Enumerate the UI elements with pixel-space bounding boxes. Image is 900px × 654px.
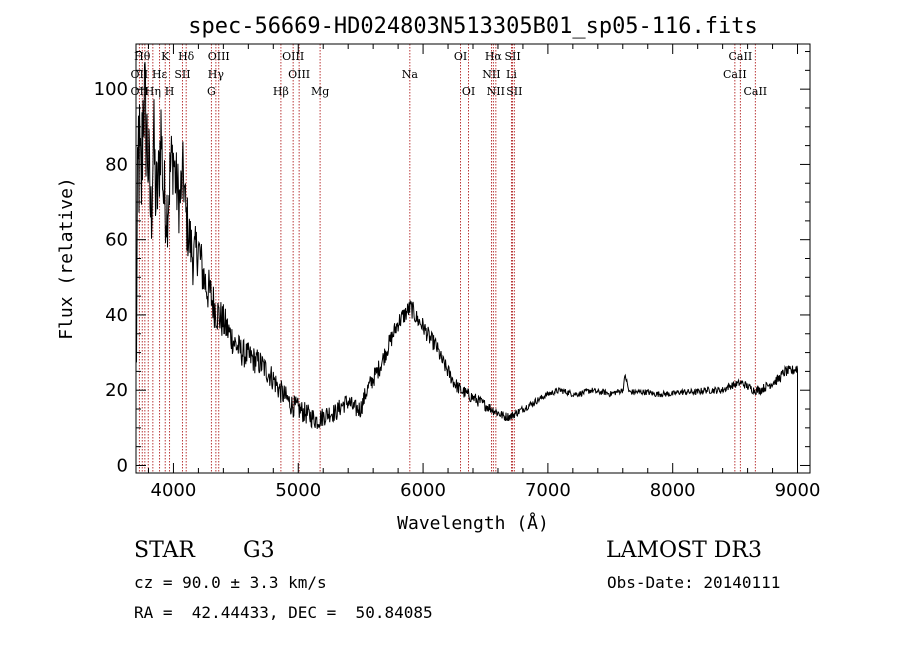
- line-label-3-3: G: [207, 85, 216, 98]
- x-tick-label-1: 5000: [275, 480, 321, 501]
- line-label-2-4: OIII: [288, 68, 310, 81]
- line-label-1-2: Hδ: [178, 50, 195, 63]
- object-subclass-label: G3: [243, 538, 275, 563]
- x-tick-label-2: 6000: [400, 480, 446, 501]
- y-tick-label-3: 60: [105, 230, 128, 251]
- line-label-3-6: OI: [462, 85, 475, 98]
- line-label-1-0: Hθ: [134, 50, 151, 63]
- line-label-3-5: Mg: [311, 85, 329, 98]
- line-label-3-4: Hβ: [273, 85, 289, 98]
- line-label-3-9: CaII: [743, 85, 767, 98]
- line-label-2-0: OII: [131, 68, 149, 81]
- y-tick-label-2: 40: [105, 305, 128, 326]
- x-tick-label-4: 8000: [650, 480, 696, 501]
- line-label-3-2: H: [165, 85, 175, 98]
- x-tick-label-5: 9000: [775, 480, 821, 501]
- chart-title: spec-56669-HD024803N513305B01_sp05-116.f…: [188, 14, 758, 39]
- x-tick-label-0: 4000: [151, 480, 197, 501]
- x-tick-label-3: 7000: [525, 480, 571, 501]
- ra-dec-text: RA = 42.44433, DEC = 50.84085: [134, 603, 433, 622]
- object-class-label: STAR: [134, 538, 195, 563]
- line-label-1-7: SII: [504, 50, 520, 63]
- y-axis-label: Flux (relative): [56, 177, 77, 340]
- obs-date-text: Obs-Date: 20140111: [607, 573, 781, 592]
- line-label-1-8: CaII: [729, 50, 753, 63]
- spectrum-line: [135, 61, 798, 466]
- y-tick-label-0: 0: [117, 455, 128, 476]
- y-tick-label-4: 80: [105, 154, 128, 175]
- line-label-1-5: OI: [454, 50, 467, 63]
- survey-label: LAMOST DR3: [606, 538, 762, 563]
- line-label-3-8: SII: [506, 85, 522, 98]
- line-label-1-6: Hα: [485, 50, 503, 63]
- line-label-2-7: Li: [506, 68, 517, 81]
- line-label-3-1: Hη: [145, 85, 161, 98]
- y-tick-label-5: 100: [94, 79, 128, 100]
- line-label-2-1: Hε: [152, 68, 168, 81]
- line-label-3-7: NII: [487, 85, 505, 98]
- y-tick-label-1: 20: [105, 380, 128, 401]
- line-label-1-3: OIII: [208, 50, 230, 63]
- x-axis-label: Wavelength (Å): [397, 512, 549, 534]
- line-label-2-3: Hγ: [208, 68, 225, 81]
- plot-frame: [135, 43, 811, 474]
- line-label-2-6: NII: [482, 68, 500, 81]
- line-label-1-4: OIII: [282, 50, 304, 63]
- line-label-1-1: K: [161, 50, 170, 63]
- line-label-2-8: CaII: [723, 68, 747, 81]
- line-label-2-2: SII: [174, 68, 190, 81]
- redshift-text: cz = 90.0 ± 3.3 km/s: [134, 573, 327, 592]
- line-label-2-5: Na: [402, 68, 419, 81]
